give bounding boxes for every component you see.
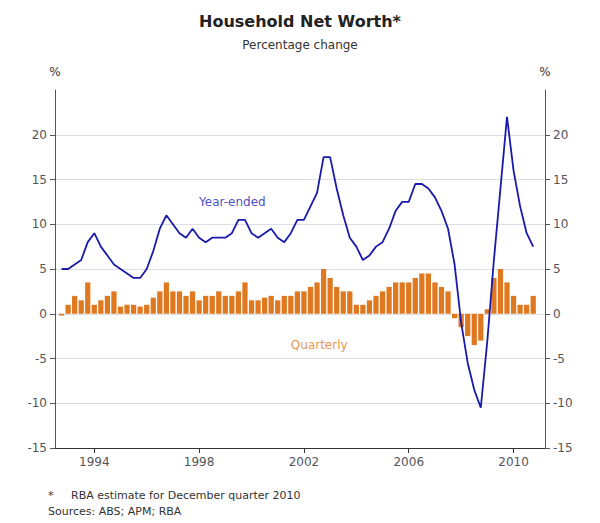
svg-text:%: % [539,65,550,79]
svg-text:Quarterly: Quarterly [291,338,348,352]
svg-text:10: 10 [553,217,568,231]
svg-text:-10: -10 [553,396,573,410]
svg-text:-5: -5 [35,352,47,366]
svg-text:Household Net Worth*: Household Net Worth* [199,12,402,31]
svg-text:-5: -5 [553,352,565,366]
svg-text:10: 10 [32,217,47,231]
svg-text:-10: -10 [27,396,47,410]
svg-text:Sources: ABS; APM; RBA: Sources: ABS; APM; RBA [48,505,182,518]
svg-text:Year-ended: Year-ended [198,195,266,209]
svg-text:5: 5 [553,262,561,276]
svg-text:2006: 2006 [393,455,424,469]
svg-text:5: 5 [39,262,47,276]
svg-text:20: 20 [32,128,47,142]
svg-text:%: % [49,65,60,79]
svg-text:Percentage change: Percentage change [242,38,357,52]
svg-text:-15: -15 [553,441,573,455]
svg-text:2002: 2002 [289,455,320,469]
svg-text:2010: 2010 [498,455,529,469]
svg-text:20: 20 [553,128,568,142]
svg-text:1998: 1998 [184,455,215,469]
svg-text:15: 15 [32,173,47,187]
svg-text:0: 0 [553,307,561,321]
svg-text:-15: -15 [27,441,47,455]
svg-text:15: 15 [553,173,568,187]
svg-text:1994: 1994 [79,455,110,469]
svg-text:0: 0 [39,307,47,321]
svg-text:* RBA estimate for Decembe: * RBA estimate for December quarter 2010 [48,489,301,502]
